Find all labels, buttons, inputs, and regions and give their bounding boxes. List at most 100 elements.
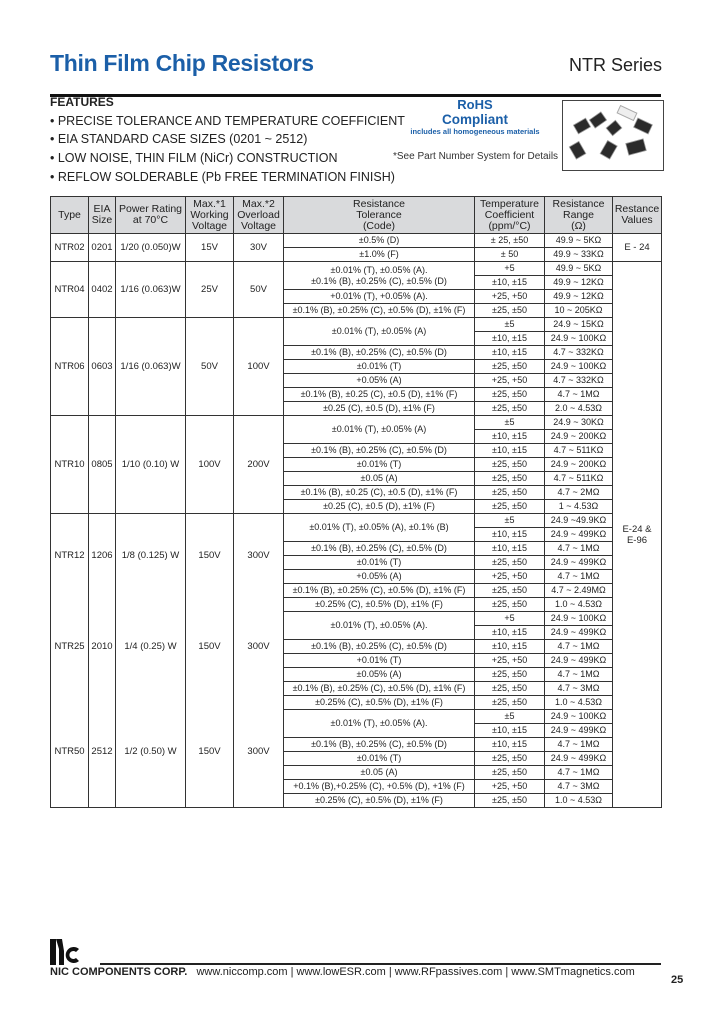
page-number: 25: [671, 974, 684, 986]
temp-coefficient-cell: ±25, ±50: [474, 681, 545, 696]
resistance-range-cell: 49.9 ~ 33KΩ: [544, 247, 613, 262]
tolerance-cell: ±0.01% (T), ±0.05% (A). ±0.1% (B), ±0.25…: [283, 261, 475, 290]
table-row: ±0.1% (B), ±0.25% (C), ±0.5% (D) ±10, ±15…: [51, 443, 662, 458]
temp-coefficient-cell: +25, +50: [474, 653, 545, 668]
overload-voltage-cell: 50V: [233, 261, 284, 318]
table-row: ±0.1% (B), ±0.25% (C), ±0.5% (D), ±1% (F…: [51, 583, 662, 598]
resistance-range-cell: 1.0 ~ 4.53Ω: [544, 597, 613, 612]
feature-item: • EIA STANDARD CASE SIZES (0201 ~ 2512): [50, 132, 308, 146]
temp-coefficient-cell: ±5: [474, 709, 545, 724]
overload-voltage-cell: 30V: [233, 233, 284, 262]
feature-item: • PRECISE TOLERANCE AND TEMPERATURE COEF…: [50, 114, 405, 128]
eia-size-cell: 0402: [88, 261, 116, 318]
temp-coefficient-cell: ± 25, ±50: [474, 233, 545, 248]
tolerance-cell: ±0.1% (B), ±0.25% (C), ±0.5% (D), ±1% (F…: [283, 681, 475, 696]
tolerance-cell: ±0.1% (B), ±0.25% (C), ±0.5% (D), ±1% (F…: [283, 583, 475, 598]
nic-logo: [50, 937, 80, 965]
temp-coefficient-cell: +25, +50: [474, 373, 545, 388]
table-row: ±0.25% (C), ±0.5% (D), ±1% (F) ±25, ±50 1.…: [51, 793, 662, 808]
footer-links[interactable]: www.niccomp.com | www.lowESR.com | www.R…: [196, 966, 635, 978]
temp-coefficient-cell: ±25, ±50: [474, 499, 545, 514]
tolerance-cell: +0.01% (T), +0.05% (A).: [283, 289, 475, 304]
header-rule: [50, 94, 661, 97]
power-rating-cell: 1/8 (0.125) W: [115, 513, 186, 598]
column-header: EIA Size: [88, 196, 116, 234]
temp-coefficient-cell: +5: [474, 611, 545, 626]
tolerance-cell: ±0.25% (C), ±0.5% (D), ±1% (F): [283, 695, 475, 710]
type-cell: NTR04: [50, 261, 89, 318]
temp-coefficient-cell: ±10, ±15: [474, 443, 545, 458]
type-cell: NTR06: [50, 317, 89, 416]
resistance-range-cell: 4.7 ~ 511KΩ: [544, 471, 613, 486]
overload-voltage-cell: 300V: [233, 695, 284, 808]
working-voltage-cell: 50V: [185, 317, 234, 416]
temp-coefficient-cell: ±10, ±15: [474, 639, 545, 654]
type-cell: NTR25: [50, 597, 89, 696]
page-title: Thin Film Chip Resistors: [50, 50, 314, 76]
temp-coefficient-cell: ±25, ±50: [474, 667, 545, 682]
resistance-values-cell: E - 24: [612, 233, 662, 262]
working-voltage-cell: 15V: [185, 233, 234, 262]
tolerance-cell: ±0.05 (A): [283, 765, 475, 780]
temp-coefficient-cell: ±25, ±50: [474, 597, 545, 612]
temp-coefficient-cell: ±25, ±50: [474, 303, 545, 318]
temp-coefficient-cell: ±25, ±50: [474, 765, 545, 780]
resistance-range-cell: 1 ~ 4.53Ω: [544, 499, 613, 514]
rohs-line1: RoHS: [457, 97, 493, 112]
tolerance-cell: ±0.01% (T), ±0.05% (A).: [283, 709, 475, 738]
rohs-line3: includes all homogeneous materials: [410, 127, 540, 136]
column-header: Max.*2 Overload Voltage: [233, 196, 284, 234]
temp-coefficient-cell: ±10, ±15: [474, 737, 545, 752]
tolerance-cell: ±0.5% (D): [283, 233, 475, 248]
table-row: NTR04 0402 1/16 (0.063)W 25V 50V ±0.01% (T), …: [50, 261, 662, 808]
resistance-range-cell: 24.9 ~ 499KΩ: [544, 751, 613, 766]
resistance-range-cell: 4.7 ~ 511KΩ: [544, 443, 613, 458]
resistance-range-cell: 24.9 ~ 100KΩ: [544, 331, 613, 346]
tolerance-cell: ±0.25% (C), ±0.5% (D), ±1% (F): [283, 793, 475, 808]
temp-coefficient-cell: ±25, ±50: [474, 387, 545, 402]
column-header: Max.*1 Working Voltage: [185, 196, 234, 234]
features-heading: FEATURES: [50, 95, 114, 109]
table-row: ±0.1% (B), ±0.25 (C), ±0.5 (D), ±1% (F) ±…: [51, 485, 662, 500]
tolerance-cell: ±0.1% (B), ±0.25% (C), ±0.5% (D), ±1% (F…: [283, 303, 475, 318]
tolerance-cell: ±0.01% (T), ±0.05% (A): [283, 415, 475, 444]
resistance-range-cell: 24.9 ~ 15KΩ: [544, 317, 613, 332]
working-voltage-cell: 150V: [185, 597, 234, 696]
tolerance-cell: ±0.1% (B), ±0.25% (C), ±0.5% (D): [283, 737, 475, 752]
type-cell: NTR50: [50, 695, 89, 808]
table-row: NTR10 0805 1/10 (0.10) W 100V 200V ±0.01% (T)…: [50, 415, 662, 514]
temp-coefficient-cell: ±10, ±15: [474, 331, 545, 346]
resistance-values-cell: E-24 & E-96: [612, 261, 662, 808]
type-cell: NTR02: [50, 233, 89, 262]
tolerance-cell: ±0.01% (T): [283, 555, 475, 570]
resistance-range-cell: 4.7 ~ 1MΩ: [544, 387, 613, 402]
column-header: Type: [50, 196, 89, 234]
tolerance-cell: ±0.1% (B), ±0.25% (C), ±0.5% (D): [283, 345, 475, 360]
power-rating-cell: 1/16 (0.063)W: [115, 317, 186, 416]
temp-coefficient-cell: ±25, ±50: [474, 471, 545, 486]
tolerance-cell: ±0.05% (A): [283, 667, 475, 682]
resistance-range-cell: 4.7 ~ 1MΩ: [544, 737, 613, 752]
resistance-range-cell: 1.0 ~ 4.53Ω: [544, 793, 613, 808]
table-row: ±10, ±15 24.9 ~ 100KΩ: [51, 331, 662, 346]
tolerance-cell: ±0.1% (B), ±0.25% (C), ±0.5% (D): [283, 639, 475, 654]
tolerance-cell: +0.05% (A): [283, 569, 475, 584]
table-row: ±0.1% (B), ±0.25% (C), ±0.5% (D), ±1% (F…: [51, 303, 662, 318]
table-row: ±0.25 (C), ±0.5 (D), ±1% (F) ±25, ±50 2.0 …: [51, 401, 662, 416]
temp-coefficient-cell: ±25, ±50: [474, 695, 545, 710]
eia-size-cell: 0201: [88, 233, 116, 262]
temp-coefficient-cell: ±25, ±50: [474, 401, 545, 416]
temp-coefficient-cell: +25, +50: [474, 569, 545, 584]
resistance-range-cell: 10 ~ 205KΩ: [544, 303, 613, 318]
overload-voltage-cell: 200V: [233, 415, 284, 514]
rohs-line2: Compliant: [442, 112, 508, 127]
temp-coefficient-cell: ±5: [474, 513, 545, 528]
resistance-range-cell: 49.9 ~ 12KΩ: [544, 275, 613, 290]
power-rating-cell: 1/4 (0.25) W: [115, 597, 186, 696]
resistance-range-cell: 4.7 ~ 3MΩ: [544, 681, 613, 696]
eia-size-cell: 2010: [88, 597, 116, 696]
temp-coefficient-cell: ±25, ±50: [474, 751, 545, 766]
temp-coefficient-cell: ±25, ±50: [474, 457, 545, 472]
resistance-range-cell: 2.0 ~ 4.53Ω: [544, 401, 613, 416]
resistance-range-cell: 49.9 ~ 12KΩ: [544, 289, 613, 304]
